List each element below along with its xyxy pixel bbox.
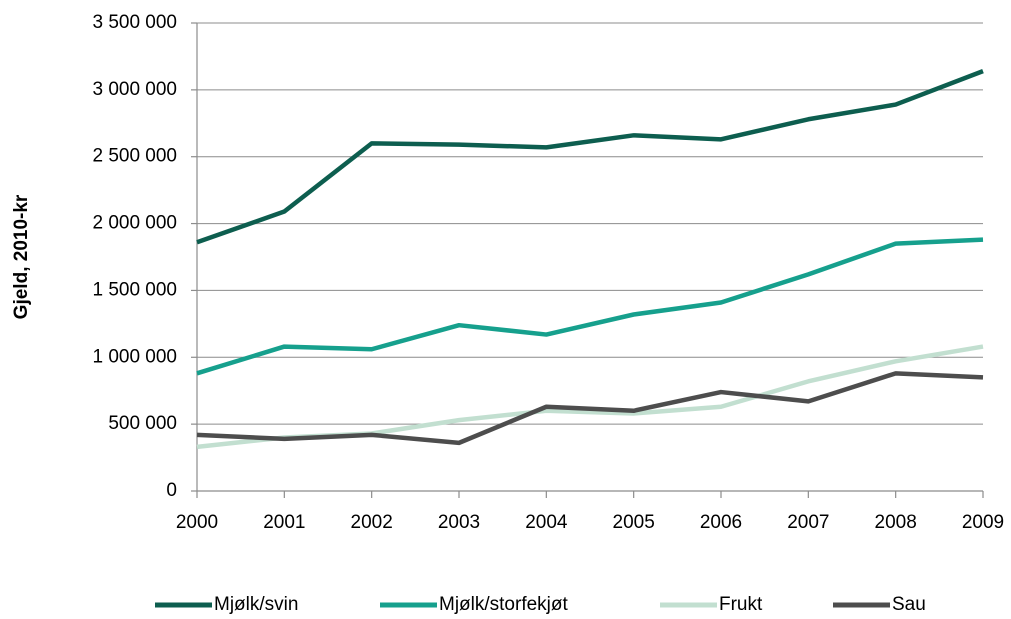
legend-label: Mjølk/storfekjøt	[439, 594, 569, 615]
x-tick-label: 2008	[875, 512, 917, 533]
y-tick-label: 3 000 000	[92, 79, 177, 100]
x-tick-label: 2006	[700, 512, 742, 533]
y-tick-label: 2 500 000	[92, 146, 177, 167]
y-tick-label: 1 000 000	[92, 346, 177, 367]
x-tick-label: 2009	[962, 512, 1004, 533]
y-tick-label: 3 500 000	[92, 12, 177, 33]
legend-label: Sau	[892, 594, 926, 615]
series-line	[196, 344, 984, 450]
y-tick-label: 1 500 000	[92, 279, 177, 300]
x-tick-label: 2000	[176, 512, 218, 533]
legend-label: Frukt	[719, 594, 763, 615]
x-tick-label: 2004	[525, 512, 568, 533]
x-tick-label: 2003	[438, 512, 480, 533]
x-tick-label: 2001	[263, 512, 305, 533]
legend-label: Mjølk/svin	[214, 594, 298, 615]
x-tick-label: 2002	[351, 512, 393, 533]
y-tick-label: 2 000 000	[92, 213, 177, 234]
x-tick-label: 2007	[787, 512, 829, 533]
series-line	[196, 237, 984, 376]
x-tick-label: 2005	[613, 512, 655, 533]
y-tick-label: 0	[166, 480, 177, 501]
y-axis-label: Gjeld, 2010-kr	[11, 194, 32, 319]
series-line	[196, 371, 984, 446]
y-tick-label: 500 000	[108, 413, 177, 434]
series-line	[196, 69, 984, 245]
